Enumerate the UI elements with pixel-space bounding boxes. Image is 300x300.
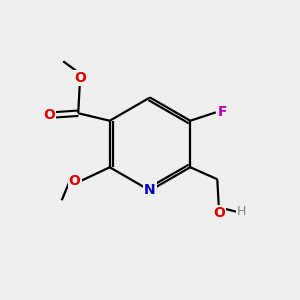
Text: H: H xyxy=(237,205,246,218)
Text: O: O xyxy=(43,108,55,122)
Text: O: O xyxy=(213,206,225,220)
Text: O: O xyxy=(74,71,86,85)
Text: F: F xyxy=(218,105,227,119)
Text: O: O xyxy=(69,174,81,188)
Text: N: N xyxy=(144,184,156,197)
